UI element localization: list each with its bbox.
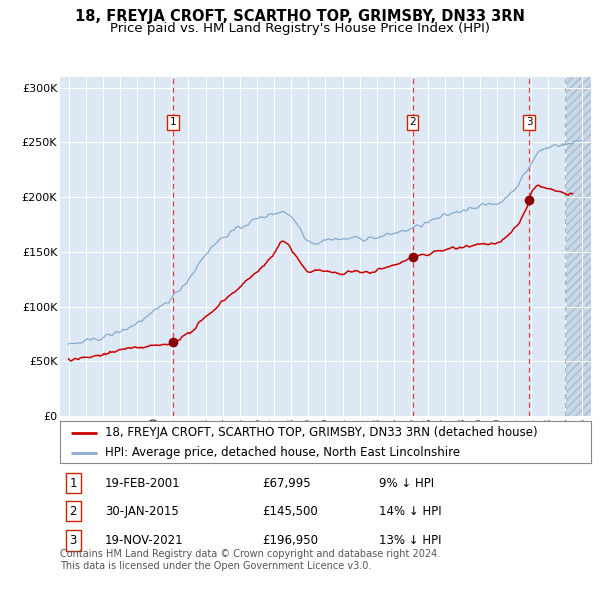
Text: £67,995: £67,995 [262, 477, 310, 490]
Text: 30-JAN-2015: 30-JAN-2015 [105, 505, 179, 518]
Text: 19-FEB-2001: 19-FEB-2001 [105, 477, 181, 490]
Text: £196,950: £196,950 [262, 534, 318, 547]
Text: This data is licensed under the Open Government Licence v3.0.: This data is licensed under the Open Gov… [60, 561, 371, 571]
Text: 1: 1 [170, 117, 177, 127]
Text: 9% ↓ HPI: 9% ↓ HPI [379, 477, 434, 490]
Text: 3: 3 [526, 117, 532, 127]
Text: 3: 3 [70, 534, 77, 547]
Text: 18, FREYJA CROFT, SCARTHO TOP, GRIMSBY, DN33 3RN: 18, FREYJA CROFT, SCARTHO TOP, GRIMSBY, … [75, 9, 525, 24]
Bar [565, 77, 591, 416]
Text: 14% ↓ HPI: 14% ↓ HPI [379, 505, 441, 518]
Text: Contains HM Land Registry data © Crown copyright and database right 2024.: Contains HM Land Registry data © Crown c… [60, 549, 440, 559]
Text: 19-NOV-2021: 19-NOV-2021 [105, 534, 184, 547]
Text: £145,500: £145,500 [262, 505, 317, 518]
Text: Price paid vs. HM Land Registry's House Price Index (HPI): Price paid vs. HM Land Registry's House … [110, 22, 490, 35]
Text: 18, FREYJA CROFT, SCARTHO TOP, GRIMSBY, DN33 3RN (detached house): 18, FREYJA CROFT, SCARTHO TOP, GRIMSBY, … [105, 426, 538, 439]
Text: 2: 2 [409, 117, 416, 127]
Text: 1: 1 [70, 477, 77, 490]
Text: HPI: Average price, detached house, North East Lincolnshire: HPI: Average price, detached house, Nort… [105, 446, 460, 459]
Text: 13% ↓ HPI: 13% ↓ HPI [379, 534, 441, 547]
Text: 2: 2 [70, 505, 77, 518]
